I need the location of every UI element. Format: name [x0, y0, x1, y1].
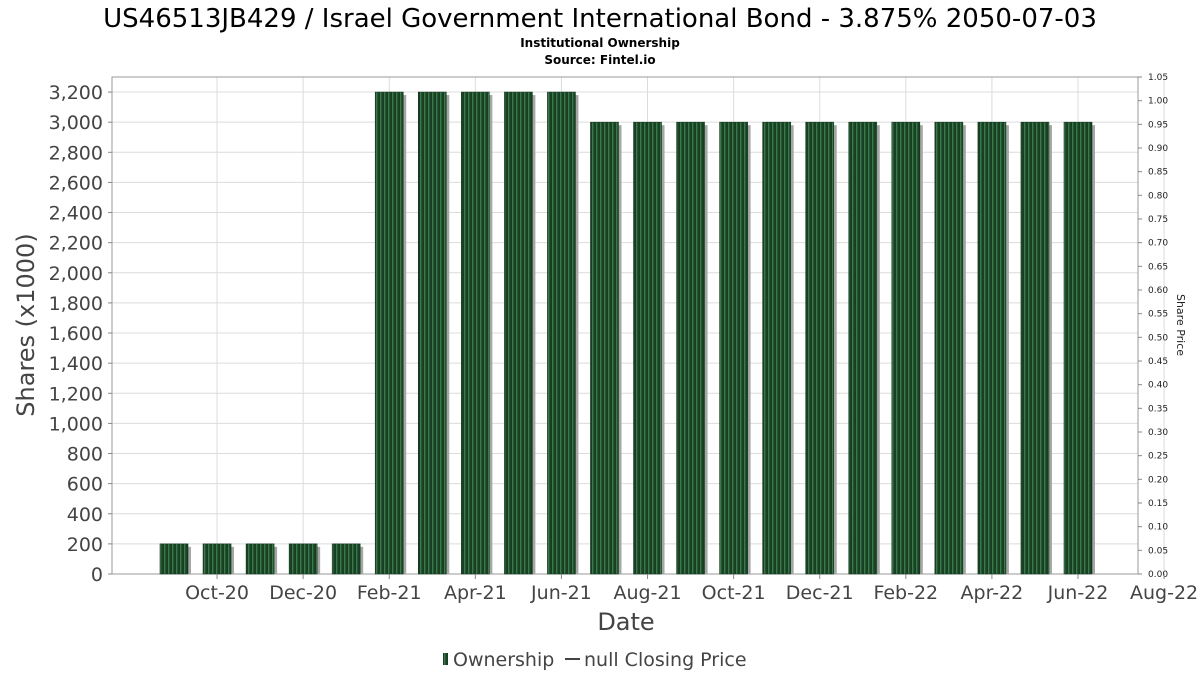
ownership-bar — [331, 543, 361, 575]
y-tick-label: 2,400 — [49, 203, 103, 225]
ownership-bar — [590, 121, 619, 575]
y-tick-label: 0 — [91, 564, 103, 586]
y-right-tick-label: 1.00 — [1148, 97, 1168, 107]
x-tick-label: Dec-20 — [269, 582, 337, 604]
ownership-bar — [461, 91, 490, 575]
y-tick-label: 1,400 — [49, 353, 103, 375]
y-tick-label: 800 — [67, 444, 103, 466]
y-axis-title-left: Shares (x1000) — [12, 233, 40, 416]
ownership-bar — [288, 543, 318, 575]
y-tick-label: 2,600 — [49, 172, 103, 194]
legend-closing-price-label: null Closing Price — [584, 649, 747, 671]
chart-subtitle-line-2: Source: Fintel.io — [544, 53, 655, 67]
y-right-tick-label: 0.35 — [1148, 404, 1168, 414]
y-right-tick-label: 1.05 — [1148, 73, 1168, 83]
x-tick-label: Apr-21 — [444, 582, 507, 604]
y-right-tick-label: 0.90 — [1148, 144, 1168, 154]
y-tick-label: 1,000 — [49, 413, 103, 435]
ownership-bar — [374, 91, 404, 575]
y-right-tick-label: 0.45 — [1148, 357, 1168, 367]
x-tick-label: Feb-22 — [873, 582, 938, 604]
y-right-tick-label: 0.20 — [1148, 475, 1168, 485]
ownership-bar — [504, 91, 533, 575]
bars — [159, 91, 1095, 575]
ownership-bar — [676, 121, 705, 575]
plot-area — [111, 76, 1139, 575]
chart-subtitle-line-1: Institutional Ownership — [520, 36, 680, 50]
x-tick-label: Aug-21 — [613, 582, 681, 604]
ownership-bar — [848, 121, 878, 575]
y-right-tick-label: 0.60 — [1148, 286, 1168, 296]
legend-ownership-label: Ownership — [453, 649, 554, 671]
ownership-bar — [1063, 121, 1093, 575]
y-tick-label: 1,200 — [49, 383, 103, 405]
x-tick-label: Oct-21 — [702, 582, 766, 604]
y-right-tick-label: 0.70 — [1148, 239, 1168, 249]
y-right-tick-label: 0.65 — [1148, 262, 1168, 272]
y-tick-label: 2,000 — [49, 263, 103, 285]
y-tick-label: 1,600 — [49, 323, 103, 345]
x-tick-label: Apr-22 — [961, 582, 1024, 604]
y-tick-label: 2,800 — [49, 142, 103, 164]
x-tick-label: Oct-20 — [185, 582, 249, 604]
y-tick-label: 2,200 — [49, 233, 103, 255]
y-right-tick-label: 0.75 — [1148, 215, 1168, 225]
y-right-tick-label: 0.40 — [1148, 381, 1168, 391]
y-tick-label: 3,200 — [49, 82, 103, 104]
ownership-bar — [202, 543, 232, 575]
ownership-bar — [762, 121, 791, 575]
y-tick-label: 3,000 — [49, 112, 103, 134]
y-right-tick-label: 0.15 — [1148, 499, 1168, 509]
legend: Ownership null Closing Price — [443, 649, 747, 671]
ownership-bar — [934, 121, 964, 575]
y-tick-label: 600 — [67, 474, 103, 496]
ownership-bar — [245, 543, 275, 575]
ownership-bar — [633, 121, 662, 575]
legend-ownership-swatch — [443, 653, 448, 665]
y-right-tick-label: 0.80 — [1148, 191, 1168, 201]
y-tick-label: 400 — [67, 504, 103, 526]
ownership-bar — [159, 543, 189, 575]
x-tick-label: Feb-21 — [357, 582, 422, 604]
y-right-tick-label: 0.95 — [1148, 120, 1168, 130]
y-axis-title-right: Share Price — [1174, 294, 1187, 356]
y-right-tick-label: 0.25 — [1148, 452, 1168, 462]
ownership-bar — [417, 91, 447, 575]
y-right-tick-label: 0.30 — [1148, 428, 1168, 438]
ownership-bar — [805, 121, 835, 575]
chart-title: US46513JB429 / Israel Government Interna… — [103, 4, 1097, 34]
y-tick-label: 200 — [67, 534, 103, 556]
y-right-tick-label: 0.10 — [1148, 523, 1168, 533]
x-tick-label: Jun-22 — [1047, 582, 1109, 604]
ownership-bar — [977, 121, 1007, 575]
ownership-bar — [1020, 121, 1050, 575]
x-tick-label: Aug-22 — [1130, 582, 1198, 604]
x-axis-ticks: Oct-20 Dec-20 Feb-21 Apr-21 Jun-21 Aug-21 Oct-… — [185, 574, 1198, 604]
y-right-tick-label: 0.05 — [1148, 546, 1168, 556]
y-axis-left-ticks: 0 200 400 600 800 1,000 1,200 1,400 1,600 1,800 2,… — [49, 82, 112, 586]
x-axis-title: Date — [597, 608, 654, 636]
x-tick-label: Dec-21 — [786, 582, 854, 604]
y-right-tick-label: 0.00 — [1148, 570, 1168, 580]
y-right-tick-label: 0.50 — [1148, 333, 1168, 343]
ownership-bar — [891, 121, 921, 575]
y-tick-label: 1,800 — [49, 293, 103, 315]
ownership-bar — [547, 91, 576, 575]
y-axis-right-ticks: 0.00 0.05 0.10 0.15 0.20 0.25 0.30 0.35 0.40 0.45… — [1138, 73, 1168, 580]
y-right-tick-label: 0.85 — [1148, 168, 1168, 178]
x-tick-label: Jun-21 — [530, 582, 592, 604]
y-right-tick-label: 0.55 — [1148, 310, 1168, 320]
ownership-bar — [719, 121, 748, 575]
